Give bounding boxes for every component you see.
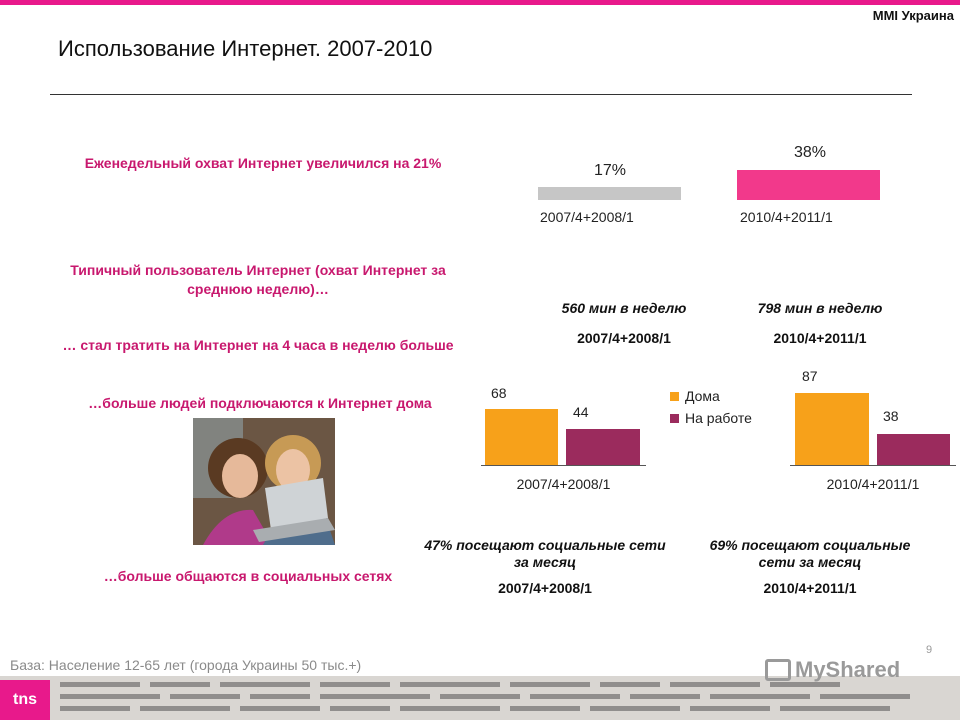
- brand-label: MMI Украина: [872, 8, 954, 23]
- hours-label: … стал тратить на Интернет на 4 часа в н…: [62, 337, 454, 353]
- reach-value-2007: 17%: [593, 162, 627, 179]
- base-note: База: Население 12-65 лет (города Украин…: [10, 657, 362, 673]
- home-value-2010: 87: [802, 368, 818, 384]
- time-value-2010: 798 мин в неделю: [757, 300, 883, 316]
- social-text-2010: 69% посещают социальные сети за месяц: [709, 537, 911, 570]
- reach-bar-2007: [538, 187, 681, 200]
- legend-swatch-work: [670, 413, 679, 423]
- social-networks-label: …больше общаются в социальных сетях: [103, 568, 393, 584]
- slide-title: Использование Интернет. 2007-2010: [58, 36, 433, 61]
- social-period-2007: 2007/4+2008/1: [498, 580, 592, 596]
- time-period-2010: 2010/4+2011/1: [773, 330, 867, 346]
- home-bar-2007: [485, 409, 558, 465]
- home-category-2007: 2007/4+2008/1: [516, 476, 611, 492]
- tns-logo: tns: [0, 680, 50, 720]
- reach-category-2010: 2010/4+2011/1: [740, 209, 833, 225]
- social-text-2007: 47% посещают социальные сети за месяц: [424, 537, 666, 570]
- time-value-2007: 560 мин в неделю: [561, 300, 687, 316]
- legend-item-home: Дома: [670, 385, 752, 407]
- chart-legend: Дома На работе: [670, 385, 752, 429]
- legend-item-work: На работе: [670, 407, 752, 429]
- myshared-watermark: MyShared: [765, 657, 900, 683]
- reach-label: Еженедельный охват Интернет увеличился н…: [84, 155, 442, 171]
- legend-label-home: Дома: [685, 388, 720, 404]
- home-value-2007: 68: [491, 385, 507, 401]
- top-accent-bar: [0, 0, 960, 5]
- watermark-text: MyShared: [795, 657, 901, 682]
- legend-swatch-home: [670, 391, 679, 401]
- reach-value-2010: 38%: [793, 144, 827, 161]
- work-bar-2007: [566, 429, 640, 465]
- girls-laptop-photo: [193, 418, 335, 545]
- work-bar-2010: [877, 434, 950, 465]
- home-connection-label: …больше людей подключаются к Интернет до…: [88, 395, 432, 411]
- legend-label-work: На работе: [685, 410, 752, 426]
- time-period-2007: 2007/4+2008/1: [577, 330, 671, 346]
- home-bar-2010: [795, 393, 869, 465]
- presentation-icon: [765, 659, 791, 681]
- reach-category-2007: 2007/4+2008/1: [540, 209, 634, 225]
- home-category-2010: 2010/4+2011/1: [826, 476, 920, 492]
- newspaper-footer-image: [0, 676, 960, 720]
- typical-user-label: Типичный пользователь Интернет (охват Ин…: [70, 262, 446, 297]
- social-period-2010: 2010/4+2011/1: [763, 580, 857, 596]
- page-number: 9: [926, 644, 933, 656]
- work-value-2007: 44: [573, 404, 589, 420]
- x-axis-2007: [481, 465, 646, 466]
- work-value-2010: 38: [883, 408, 899, 424]
- title-divider: [50, 94, 912, 95]
- reach-bar-2010: [737, 170, 880, 200]
- x-axis-2010: [790, 465, 956, 466]
